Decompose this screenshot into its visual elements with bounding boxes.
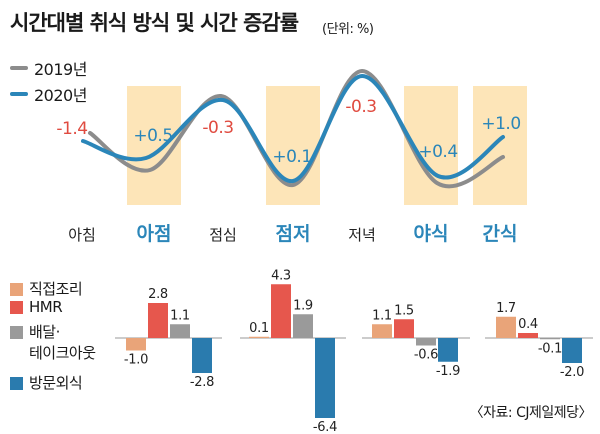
legend-item-hmr: HMR: [10, 297, 63, 318]
bar-value-label: 1.1: [170, 308, 190, 323]
bar: [416, 338, 436, 346]
legend-label-2019: 2019년: [34, 60, 87, 79]
change-label: +0.1: [272, 147, 311, 167]
series-line-2019: [88, 68, 505, 189]
bar-value-label: -2.8: [190, 375, 214, 390]
page-title: 시간대별 취식 방식 및 시간 증감률: [10, 11, 299, 35]
category-label: 아점: [137, 223, 172, 245]
bar-value-label: 0.4: [518, 317, 538, 332]
bar-value-label: -1.9: [436, 364, 460, 379]
change-label: +0.5: [133, 126, 172, 146]
legend-swatch-delivery: [10, 326, 23, 339]
change-label: +0.4: [418, 142, 457, 162]
bar: [438, 338, 458, 362]
legend-swatch-cooking: [10, 283, 23, 296]
bar-value-label: -0.1: [538, 341, 562, 356]
change-label: -0.3: [202, 118, 233, 138]
change-label: -1.4: [56, 119, 87, 139]
source-note: 〈자료: CJ제일제당〉: [469, 405, 593, 421]
change-label: -0.3: [345, 97, 376, 117]
bar: [249, 336, 269, 338]
unit-note: (단위: %): [322, 22, 374, 37]
legend-swatch-dine-out: [10, 377, 23, 390]
highlight-column: [473, 86, 527, 205]
bar: [271, 284, 291, 338]
bar: [315, 338, 335, 418]
legend-label-hmr: HMR: [29, 298, 63, 316]
bar: [540, 338, 560, 340]
bar: [518, 333, 538, 338]
legend-line-swatch-2020: [10, 92, 28, 96]
change-label: +1.0: [481, 114, 520, 134]
bar-value-label: 4.3: [271, 268, 291, 283]
legend-swatch-hmr: [10, 301, 23, 314]
bar-chart: -1.0 0.1 1.1 1.7 2.8 4.3 1.5 0.4 1.1 1.9 -0.6 -0.1 -…: [115, 268, 593, 434]
series-line-2020: [81, 73, 505, 183]
bar-value-label: -6.4: [313, 420, 337, 434]
category-label: 야식: [414, 223, 449, 245]
category-label: 간식: [483, 223, 518, 245]
bar-value-label: 1.5: [394, 303, 414, 318]
bar: [372, 324, 392, 338]
bar-value-label: 2.8: [148, 287, 168, 302]
bar: [126, 338, 146, 351]
highlight-column: [266, 86, 320, 205]
bar-value-label: -0.6: [414, 348, 438, 363]
category-label: 아침: [68, 226, 96, 244]
legend-item-2019: 2019년: [10, 58, 87, 79]
bar-value-label: -2.0: [560, 365, 584, 380]
legend-label-2020: 2020년: [34, 86, 87, 105]
bar: [394, 319, 414, 338]
category-label: 점심: [209, 226, 237, 244]
legend-label-delivery: 배달· 테이크아웃: [29, 323, 96, 362]
legend-line-swatch-2019: [10, 66, 28, 70]
legend-item-dine-out: 방문외식: [10, 373, 83, 394]
bar: [148, 303, 168, 338]
bar: [170, 324, 190, 338]
bar-value-label: 0.1: [249, 321, 269, 336]
category-label: 저녁: [348, 226, 376, 244]
legend-item-cooking: 직접조리: [10, 279, 83, 300]
line-chart: -1.4 +0.5 -0.3 +0.1 -0.3 +0.4 +1.0 아침 아점 점심 점저 저녁 야식…: [56, 68, 527, 245]
bar: [293, 314, 313, 338]
bar-value-label: 1.7: [496, 301, 516, 316]
bar-value-label: 1.1: [372, 308, 392, 323]
legend-item-delivery: 배달· 테이크아웃: [10, 322, 96, 364]
bar-value-label: -1.0: [124, 353, 148, 368]
bar: [192, 338, 212, 373]
category-label: 점저: [276, 223, 311, 245]
bar: [496, 316, 516, 338]
legend-item-2020: 2020년: [10, 84, 87, 105]
bar-value-label: 1.9: [293, 298, 313, 313]
bar: [562, 338, 582, 363]
legend-label-cooking: 직접조리: [29, 280, 83, 298]
legend-label-dine-out: 방문외식: [29, 374, 83, 392]
